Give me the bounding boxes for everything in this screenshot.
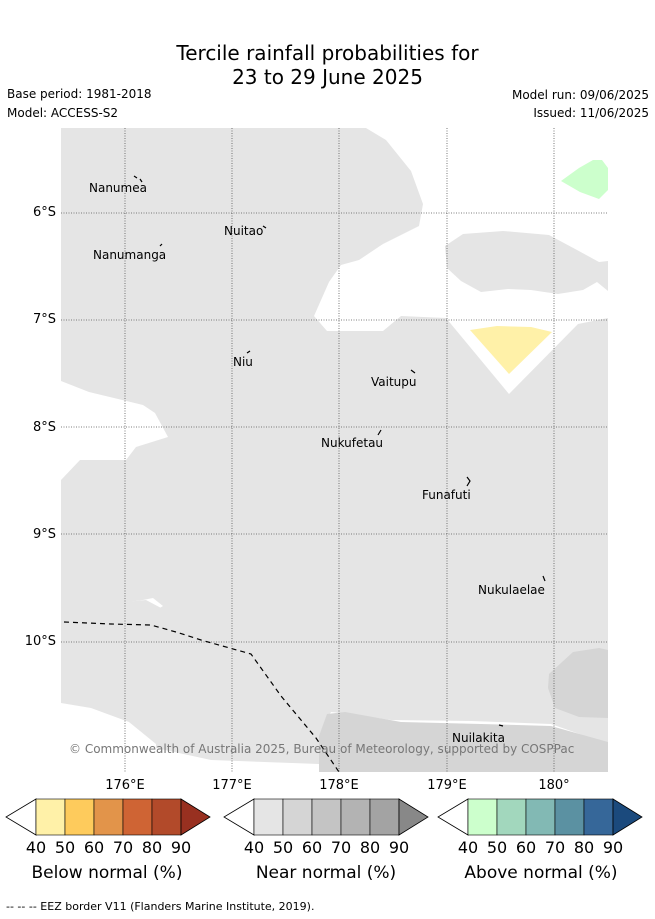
island-nuilakita-mark [498, 724, 504, 727]
colorbar-below-normal-segment [151, 798, 182, 836]
island-marks [133, 175, 546, 727]
colorbar-near-normal-segment [282, 798, 313, 836]
lon-label-178e: 178°E [319, 778, 359, 793]
colorbar-near-normal-tick-label: 40 [243, 838, 265, 857]
colorbar-above-normal-tick-label: 70 [544, 838, 566, 857]
colorbar-above-normal-tick-label: 80 [573, 838, 595, 857]
place-label-nanumea: Nanumea [89, 181, 147, 195]
place-label-nuitao: Nuitao [224, 224, 264, 238]
colorbar-near-normal-tick-label: 50 [272, 838, 294, 857]
colorbar-below-normal-tick-label: 70 [112, 838, 134, 857]
colorbar-title-below-normal: Below normal (%) [31, 863, 183, 883]
lat-label-9s: 9°S [32, 527, 56, 542]
colorbar-near-normal-segment [311, 798, 342, 836]
colorbar-below-normal-high-arrow [180, 798, 211, 836]
island-nukufetau-mark [377, 429, 382, 436]
colorbar-below-normal-low-arrow [5, 798, 37, 836]
colorbar-below-normal-tick-label: 60 [83, 838, 105, 857]
island-vaitupu-mark [410, 369, 416, 374]
map-title-line2: 23 to 29 June 2025 [232, 65, 423, 89]
lat-label-7s: 7°S [32, 312, 56, 327]
island-nanumanga-mark [159, 243, 163, 247]
colorbar-near-normal-high-arrow [398, 798, 429, 836]
place-label-vaitupu: Vaitupu [371, 375, 417, 389]
map-area [61, 128, 608, 772]
map-title-line1: Tercile rainfall probabilities for [176, 41, 479, 65]
lat-label-10s: 10°S [24, 634, 56, 649]
place-label-nukufetau: Nukufetau [321, 436, 384, 450]
issued-date: Issued: 11/06/2025 [533, 106, 649, 120]
near-normal-patch-east [445, 231, 608, 294]
above-normal-40-patch [561, 160, 608, 199]
place-label-niu: Niu [233, 355, 253, 369]
island-nuitao-mark [262, 225, 267, 229]
colorbar-below-normal-tick-label: 90 [170, 838, 192, 857]
colorbar-below-normal-segment [64, 798, 95, 836]
colorbar-above-normal [437, 798, 643, 836]
below-normal-40-patch [470, 326, 552, 374]
lon-label-176e: 176°E [105, 778, 145, 793]
island-nukulaelae-mark [542, 575, 546, 582]
place-label-nuilakita: Nuilakita [452, 731, 505, 745]
island-funafuti-mark [466, 476, 471, 487]
colorbar-near-normal-segment [369, 798, 400, 836]
place-label-nanumanga: Nanumanga [93, 248, 167, 262]
colorbar-below-normal-segment [35, 798, 66, 836]
near-normal-patch-southwest [61, 600, 163, 617]
colorbar-below-normal-segment [93, 798, 124, 836]
colorbar-above-normal-segment [467, 798, 498, 836]
copyright-notice: © Commonwealth of Australia 2025, Bureau… [69, 742, 575, 756]
lon-label-177e: 177°E [212, 778, 252, 793]
island-niu-mark [246, 350, 251, 354]
colorbar-above-normal-high-arrow [612, 798, 643, 836]
colorbar-legend [5, 798, 643, 836]
lat-label-6s: 6°S [32, 205, 56, 220]
model-name: Model: ACCESS-S2 [7, 106, 119, 120]
colorbar-above-normal-segment [583, 798, 614, 836]
colorbar-above-normal-segment [554, 798, 585, 836]
place-label-nukulaelae: Nukulaelae [478, 583, 545, 597]
colorbar-near-normal-tick-label: 90 [388, 838, 410, 857]
colorbar-near-normal-low-arrow [223, 798, 255, 836]
place-label-funafuti: Funafuti [422, 488, 471, 502]
colorbar-above-normal-tick-label: 60 [515, 838, 537, 857]
colorbar-near-normal-tick-label: 60 [301, 838, 323, 857]
lat-label-8s: 8°S [32, 420, 56, 435]
island-nanumea-mark [133, 175, 143, 183]
colorbar-above-normal-tick-label: 90 [602, 838, 624, 857]
eez-border [63, 621, 340, 772]
colorbar-above-normal-low-arrow [437, 798, 469, 836]
colorbar-near-normal-tick-label: 70 [330, 838, 352, 857]
colorbar-above-normal-segment [496, 798, 527, 836]
near-normal-50-patch-southeast [548, 648, 608, 718]
colorbar-above-normal-segment [525, 798, 556, 836]
no-signal-region-south [61, 598, 163, 772]
colorbar-above-normal-tick-label: 40 [457, 838, 479, 857]
no-signal-region-west [61, 381, 168, 480]
colorbar-near-normal [223, 798, 429, 836]
colorbar-below-normal-tick-label: 40 [25, 838, 47, 857]
near-normal-50-patch-south [319, 712, 608, 772]
colorbar-below-normal-tick-label: 50 [54, 838, 76, 857]
colorbar-above-normal-tick-label: 50 [486, 838, 508, 857]
colorbar-near-normal-tick-label: 80 [359, 838, 381, 857]
lon-label-180: 180° [538, 778, 570, 793]
colorbar-title-above-normal: Above normal (%) [464, 863, 618, 883]
colorbar-near-normal-segment [253, 798, 284, 836]
colorbar-near-normal-segment [340, 798, 371, 836]
gridlines [61, 128, 608, 772]
base-period: Base period: 1981-2018 [7, 87, 152, 101]
model-run: Model run: 09/06/2025 [511, 88, 649, 102]
colorbar-title-near-normal: Near normal (%) [255, 863, 397, 883]
colorbar-below-normal [5, 798, 211, 836]
colorbar-below-normal-segment [122, 798, 153, 836]
colorbar-below-normal-tick-label: 80 [141, 838, 163, 857]
lon-label-179e: 179°E [427, 778, 467, 793]
eez-legend: -- -- -- EEZ border V11 (Flanders Marine… [6, 900, 315, 913]
